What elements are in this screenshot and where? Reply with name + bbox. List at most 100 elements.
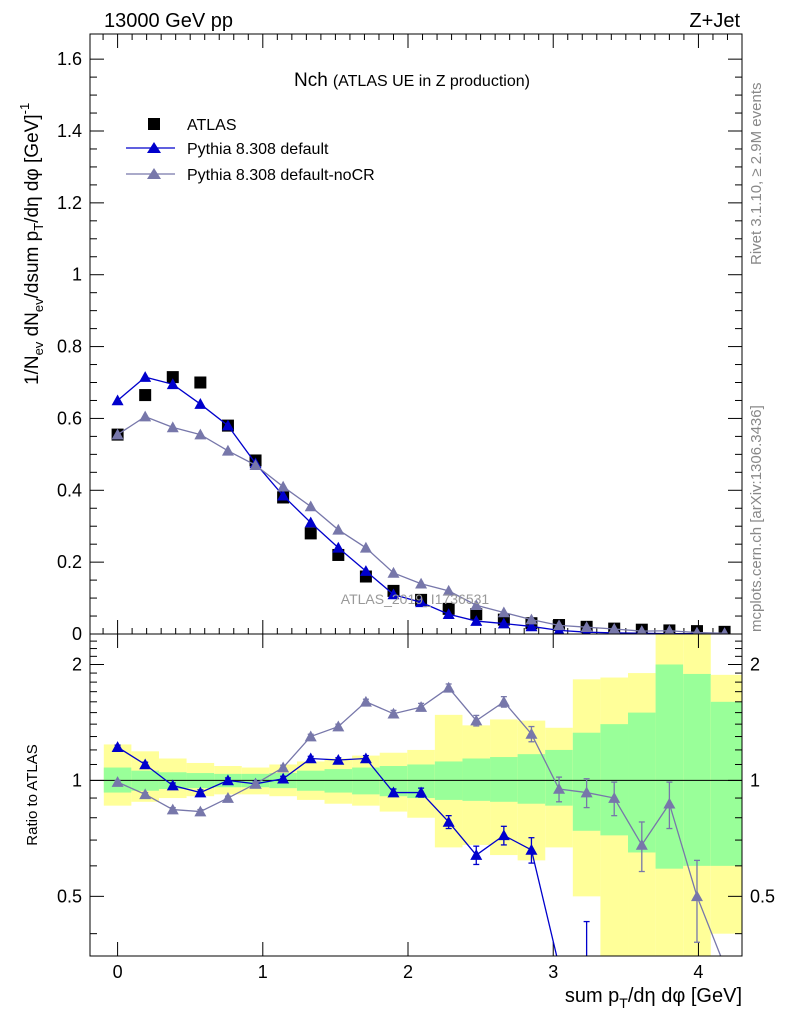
main-series-point bbox=[304, 516, 317, 528]
main-series-point bbox=[470, 615, 483, 626]
ratio-series-point bbox=[111, 741, 124, 752]
main-series-point bbox=[166, 421, 179, 433]
main-series-point bbox=[139, 410, 152, 422]
ratio-y-tick-label: 2 bbox=[72, 654, 82, 674]
ratio-series-point bbox=[111, 776, 124, 787]
ratio-series-point bbox=[194, 805, 207, 817]
ratio-y-tick-label: 1 bbox=[72, 770, 82, 790]
ratio-series-point bbox=[139, 758, 152, 770]
main-title-group: Nch (ATLAS UE in Z production) bbox=[294, 70, 530, 91]
main-plot-area bbox=[90, 34, 742, 634]
x-axis-label: sum pT/dη dφ [GeV] bbox=[565, 985, 742, 1011]
legend: ATLAS Pythia 8.308 default Pythia 8.308 … bbox=[126, 117, 375, 184]
main-y-tick-label: 0.4 bbox=[57, 480, 82, 500]
main-series-point bbox=[497, 606, 510, 618]
main-series-point bbox=[277, 480, 290, 492]
ratio-series-point bbox=[442, 815, 455, 827]
main-series-point bbox=[359, 541, 372, 553]
plot-subtitle: (ATLAS UE in Z production) bbox=[333, 73, 530, 90]
inner-uncertainty-band bbox=[683, 673, 711, 866]
main-series-point bbox=[277, 489, 290, 501]
main-y-axis-label: 1/Nev dNev/dsum pT/dη dφ [GeV]-1 bbox=[17, 103, 46, 385]
ratio-series-point bbox=[497, 829, 510, 841]
ratio-series-point bbox=[194, 786, 207, 798]
ratio-series-point bbox=[415, 701, 428, 712]
main-y-tick-label: 0.6 bbox=[57, 408, 82, 428]
ratio-y-tick-label-right: 2 bbox=[750, 654, 760, 674]
main-series-point bbox=[553, 619, 566, 631]
legend-marker-atlas bbox=[148, 118, 160, 130]
ratio-series-point bbox=[249, 777, 262, 789]
x-tick-label: 0 bbox=[113, 962, 123, 982]
process-label: Z+Jet bbox=[689, 10, 740, 32]
inner-uncertainty-band bbox=[462, 758, 491, 801]
ratio-series-point bbox=[497, 695, 510, 707]
main-series-point bbox=[221, 419, 234, 431]
ratio-series-point bbox=[525, 727, 538, 739]
main-series-point bbox=[166, 378, 179, 390]
main-series-point bbox=[470, 599, 483, 611]
main-series-point bbox=[139, 371, 152, 382]
ratio-series-point bbox=[608, 792, 621, 803]
ratio-series-point bbox=[221, 774, 234, 786]
main-series-point bbox=[194, 398, 207, 409]
ratio-series-group bbox=[111, 681, 722, 971]
main-series-point bbox=[221, 444, 234, 456]
main-y-tick-label: 1.2 bbox=[57, 193, 82, 213]
main-series-point bbox=[111, 394, 124, 406]
main-y-tick-label: 1.4 bbox=[57, 121, 82, 141]
main-series-point bbox=[442, 584, 455, 596]
x-tick-label: 3 bbox=[548, 962, 558, 982]
ratio-series-point bbox=[166, 803, 179, 815]
ratio-y-tick-label-right: 0.5 bbox=[750, 886, 775, 906]
data-point-atlas bbox=[139, 389, 152, 402]
ratio-series-point bbox=[580, 786, 593, 798]
legend-marker-default bbox=[147, 142, 161, 153]
main-y-tick-label: 1.6 bbox=[57, 49, 82, 69]
main-panel: 0 0.2 0.4 0.6 0.8 1 1.2 1.4 1.6 Nch (ATLAS UE in … bbox=[17, 33, 743, 956]
main-series-point bbox=[304, 500, 317, 512]
inner-uncertainty-band bbox=[710, 701, 742, 866]
main-series-point bbox=[387, 566, 400, 578]
inner-uncertainty-band bbox=[600, 724, 629, 836]
ratio-series-point bbox=[415, 786, 428, 798]
main-series-point bbox=[580, 621, 593, 632]
ratio-series-point bbox=[581, 960, 593, 971]
ratio-data-series bbox=[111, 681, 722, 971]
ratio-y-axis-label: Ratio to ATLAS bbox=[24, 744, 41, 845]
ratio-series-point bbox=[332, 720, 345, 732]
ratio-series-point bbox=[690, 890, 703, 902]
main-y-tick-label: 0.2 bbox=[57, 552, 82, 572]
ratio-series-point bbox=[442, 681, 455, 693]
ratio-series-point bbox=[332, 753, 345, 765]
ratio-series-point bbox=[470, 849, 483, 860]
ratio-series-point bbox=[387, 707, 400, 719]
main-y-tick-label: 0.8 bbox=[57, 337, 82, 357]
data-point-atlas bbox=[304, 527, 317, 540]
ratio-series-point bbox=[553, 782, 566, 794]
ratio-frame bbox=[89, 633, 743, 957]
x-tick-label: 4 bbox=[693, 962, 703, 982]
ratio-series-point bbox=[635, 838, 648, 850]
ratio-series-point bbox=[359, 695, 372, 707]
main-data-series bbox=[111, 371, 731, 639]
ratio-series-point bbox=[304, 730, 317, 742]
ratio-series-point bbox=[663, 797, 676, 809]
ratio-series-point bbox=[277, 772, 290, 784]
ratio-y-tick-label: 0.5 bbox=[57, 886, 82, 906]
main-series-point bbox=[442, 608, 455, 620]
main-series-point bbox=[663, 624, 676, 636]
main-series-point bbox=[635, 625, 648, 636]
main-series-point bbox=[249, 459, 262, 470]
legend-label-default: Pythia 8.308 default bbox=[187, 141, 329, 158]
ratio-series-point bbox=[139, 788, 152, 800]
ratio-series-point bbox=[525, 843, 538, 855]
ratio-series-point bbox=[277, 761, 290, 773]
main-series-point bbox=[332, 541, 345, 553]
x-tick-label: 1 bbox=[258, 962, 268, 982]
ratio-y-tick-label-right: 1 bbox=[750, 770, 760, 790]
main-series-point bbox=[111, 428, 124, 440]
analysis-watermark: ATLAS_2019_I1736531 bbox=[341, 591, 490, 607]
data-point-atlas bbox=[194, 376, 207, 389]
